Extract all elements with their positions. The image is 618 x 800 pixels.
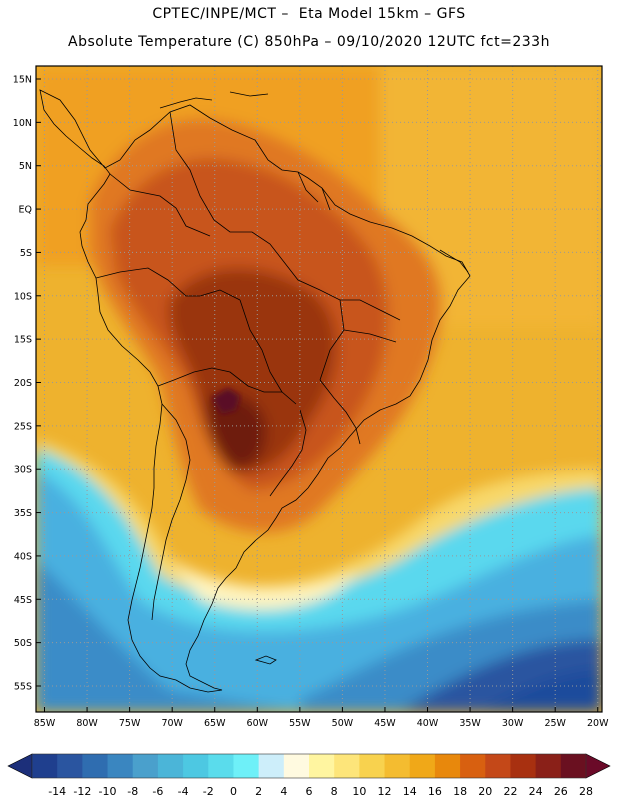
lon-label: 20W <box>587 718 609 729</box>
colorbar-label: -12 <box>73 785 91 798</box>
lon-label: 65W <box>204 718 226 729</box>
longitude-labels: 85W 80W 75W 70W 65W 60W 55W 50W 45W 40W 35W 30W 25W 2… <box>34 707 609 729</box>
colorbar-left-arrow <box>7 753 33 779</box>
colorbar-label: -2 <box>203 785 214 798</box>
colorbar-label: 12 <box>378 785 392 798</box>
colorbar-label: 20 <box>478 785 492 798</box>
colorbar-swatch <box>460 754 486 778</box>
colorbar-label: -8 <box>127 785 138 798</box>
colorbar-swatch <box>82 754 109 778</box>
colorbar-label: -14 <box>48 785 66 798</box>
colorbar-swatch <box>334 754 360 778</box>
lat-label: 30S <box>14 465 32 476</box>
lat-label: 50S <box>14 638 32 649</box>
lon-label: 80W <box>76 718 98 729</box>
lon-label: 35W <box>459 718 481 729</box>
lon-label: 85W <box>34 718 56 729</box>
colorbar-swatch <box>283 754 310 778</box>
colorbar-label: 26 <box>554 785 568 798</box>
lat-label: 55S <box>14 681 32 692</box>
coastline <box>39 89 471 693</box>
lat-label: EQ <box>19 205 32 216</box>
title-line-1: CPTEC/INPE/MCT – Eta Model 15km – GFS <box>152 6 466 22</box>
lat-label: 40S <box>14 551 32 562</box>
lon-label: 30W <box>502 718 524 729</box>
colorbar-swatch <box>233 754 260 778</box>
lat-label: 15S <box>14 335 32 346</box>
colorbar-label: 22 <box>503 785 517 798</box>
colorbar-swatch <box>535 754 562 778</box>
lat-label: 20S <box>14 378 32 389</box>
lon-label: 50W <box>332 718 354 729</box>
colorbar-label: -10 <box>99 785 117 798</box>
colorbar-label: 6 <box>306 785 313 798</box>
colorbar-label: 18 <box>453 785 467 798</box>
colorbar-label: 28 <box>579 785 593 798</box>
lat-label: 35S <box>14 508 32 519</box>
colorbar-swatch <box>132 754 159 778</box>
colorbar-swatch <box>359 754 386 778</box>
temperature-field <box>36 66 602 712</box>
lon-label: 60W <box>247 718 269 729</box>
colorbar-label: 4 <box>280 785 287 798</box>
colorbar-swatch <box>32 754 58 778</box>
lon-label: 75W <box>119 718 141 729</box>
colorbar-swatch <box>57 754 83 778</box>
colorbar-label: 10 <box>352 785 366 798</box>
lat-label: 25S <box>14 421 32 432</box>
colorbar-label: -6 <box>152 785 163 798</box>
colorbar-swatch <box>309 754 335 778</box>
colorbar-label: 2 <box>255 785 262 798</box>
colorbar-swatch <box>107 754 134 778</box>
colorbar-swatch <box>183 754 209 778</box>
colorbar-label: 14 <box>403 785 417 798</box>
title-line-2: Absolute Temperature (C) 850hPa – 09/10/… <box>68 34 550 50</box>
colorbar-swatch <box>258 754 285 778</box>
colorbar-label: 24 <box>529 785 543 798</box>
colorbar-swatch <box>208 754 234 778</box>
colorbar-label: 0 <box>230 785 237 798</box>
lat-label: 5N <box>19 161 32 172</box>
colorbar-right-arrow <box>585 753 611 779</box>
lon-label: 40W <box>417 718 439 729</box>
lat-label: 10S <box>14 291 32 302</box>
lon-label: 25W <box>544 718 566 729</box>
map-frame <box>35 65 603 713</box>
lat-label: 10N <box>13 118 32 129</box>
colorbar-swatch <box>510 754 537 778</box>
lat-label: 45S <box>14 595 32 606</box>
colorbar-swatch <box>384 754 411 778</box>
lat-label: 5S <box>20 248 32 259</box>
colorbar-label: 16 <box>428 785 442 798</box>
colorbar-swatch <box>485 754 511 778</box>
lat-label: 15N <box>13 75 32 86</box>
colorbar-label: 8 <box>331 785 338 798</box>
lon-label: 70W <box>161 718 183 729</box>
colorbar-label: -4 <box>178 785 189 798</box>
latitude-labels: 15N 10N 5N EQ 5S 10S 15S 20S 25S 30S 35S 40S 45S 50S 5… <box>13 75 41 692</box>
colorbar-swatch <box>434 754 461 778</box>
colorbar: -14 -12 -10 -8 -6 -4 -2 0 2 4 6 8 10 12 14 16 18 20 22 24 26… <box>7 753 611 798</box>
lon-label: 45W <box>374 718 396 729</box>
lon-label: 55W <box>289 718 311 729</box>
colorbar-swatch <box>157 754 184 778</box>
colorbar-swatch <box>409 754 436 778</box>
colorbar-swatch <box>560 754 587 778</box>
